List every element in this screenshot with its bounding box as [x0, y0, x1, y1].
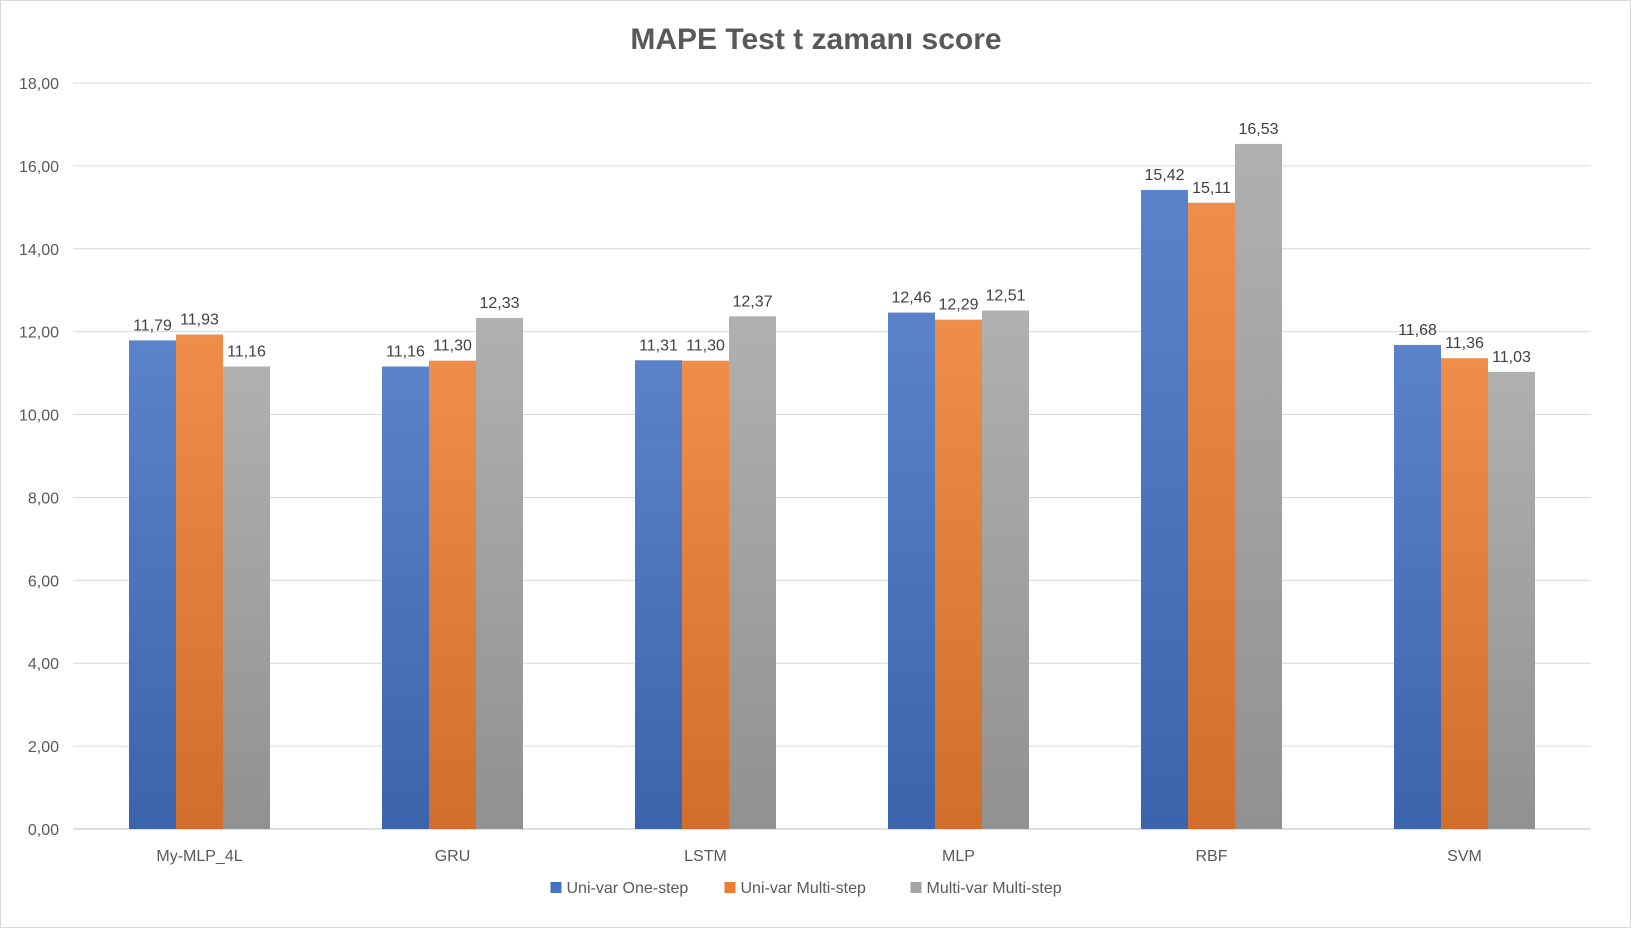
bar	[1141, 189, 1188, 830]
x-category-label: My-MLP_4L	[156, 848, 242, 865]
legend-label: Multi-var Multi-step	[927, 880, 1062, 897]
bar	[729, 316, 776, 829]
bar	[1394, 344, 1441, 829]
bars	[129, 143, 1535, 830]
bar	[682, 360, 729, 829]
data-label: 11,79	[133, 317, 172, 334]
bar	[982, 310, 1029, 829]
bar	[129, 340, 176, 829]
data-label: 15,11	[1192, 180, 1231, 197]
y-tick-label: 12,00	[19, 325, 59, 342]
legend-swatch	[724, 882, 736, 893]
legend-label: Uni-var Multi-step	[741, 880, 866, 897]
y-axis-ticks: 0,00 2,00 4,00 6,00 8,00 10,00 12,00 14,00 16,00…	[19, 76, 59, 839]
y-tick-label: 8,00	[28, 490, 59, 507]
bar	[1441, 358, 1488, 829]
bar	[635, 360, 682, 829]
bar	[429, 360, 476, 829]
x-category-label: GRU	[435, 848, 471, 865]
y-tick-label: 6,00	[28, 573, 59, 590]
data-label: 12,37	[732, 293, 772, 310]
y-tick-label: 18,00	[19, 76, 59, 93]
y-tick-label: 14,00	[19, 242, 59, 259]
y-tick-label: 10,00	[19, 408, 59, 425]
data-label: 11,16	[227, 343, 266, 360]
bar	[1235, 143, 1282, 829]
data-label: 16,53	[1238, 121, 1278, 138]
x-axis-categories: My-MLP_4L GRU LSTM MLP RBF SVM	[156, 848, 1481, 865]
bar	[888, 312, 935, 829]
bar	[223, 366, 270, 829]
data-label: 11,30	[686, 338, 725, 355]
data-labels: 11,79 11,93 11,16 11,16 11,30 12,33 11,31 11,30…	[133, 121, 1531, 366]
data-label: 12,51	[985, 288, 1025, 305]
bar	[1188, 202, 1235, 830]
x-category-label: RBF	[1196, 848, 1228, 865]
bar	[176, 334, 223, 829]
data-label: 12,46	[891, 290, 931, 307]
legend-swatch	[910, 882, 922, 893]
bar	[1488, 371, 1535, 829]
x-category-label: SVM	[1447, 848, 1482, 865]
chart-title: MAPE Test t zamanı score	[630, 23, 1001, 56]
bar	[935, 319, 982, 829]
data-label: 11,30	[433, 338, 472, 355]
data-label: 12,33	[479, 295, 519, 312]
y-tick-label: 4,00	[28, 656, 59, 673]
x-category-label: LSTM	[684, 848, 727, 865]
x-category-label: MLP	[942, 848, 975, 865]
data-label: 11,68	[1398, 322, 1437, 339]
legend-label: Uni-var One-step	[567, 880, 689, 897]
data-label: 15,42	[1144, 167, 1184, 184]
legend-swatch	[550, 882, 562, 893]
gridlines	[73, 82, 1591, 830]
data-label: 11,16	[386, 343, 425, 360]
y-tick-label: 16,00	[19, 159, 59, 176]
data-label: 11,03	[1492, 349, 1531, 366]
legend: Uni-var One-step Uni-var Multi-step Multi-…	[550, 880, 1062, 897]
data-label: 12,29	[938, 297, 978, 314]
data-label: 11,93	[180, 312, 219, 329]
bar	[382, 366, 429, 829]
y-tick-label: 2,00	[28, 739, 59, 756]
bar	[476, 317, 523, 829]
data-label: 11,36	[1445, 335, 1484, 352]
data-label: 11,31	[639, 337, 678, 354]
y-tick-label: 0,00	[28, 822, 59, 839]
